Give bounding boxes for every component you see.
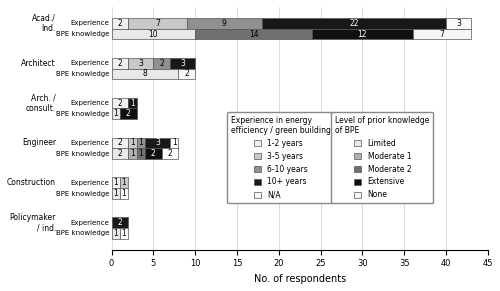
- Bar: [112, 228, 120, 239]
- Text: Experience: Experience: [70, 180, 109, 186]
- Bar: [178, 69, 195, 79]
- Bar: [195, 29, 312, 40]
- Text: 2: 2: [118, 19, 122, 28]
- Text: 2: 2: [168, 149, 172, 158]
- Text: 2: 2: [118, 218, 122, 227]
- Bar: [120, 109, 136, 119]
- Text: 1: 1: [122, 229, 126, 238]
- Text: 2: 2: [184, 70, 189, 79]
- Bar: [145, 138, 170, 148]
- Bar: [112, 58, 128, 69]
- Bar: [120, 188, 128, 199]
- Text: 1: 1: [130, 149, 135, 158]
- Text: BPE knowledge: BPE knowledge: [56, 151, 109, 157]
- Text: Experience: Experience: [70, 140, 109, 146]
- Text: 3: 3: [180, 59, 185, 68]
- Bar: [128, 98, 136, 109]
- Bar: [112, 69, 178, 79]
- Text: 9: 9: [222, 19, 227, 28]
- Bar: [112, 29, 195, 40]
- Bar: [112, 98, 128, 109]
- Text: 12: 12: [358, 30, 367, 39]
- Text: 10: 10: [148, 30, 158, 39]
- Text: 1: 1: [114, 189, 118, 198]
- Bar: [262, 18, 446, 29]
- Text: 1: 1: [122, 178, 126, 187]
- Bar: [170, 138, 178, 148]
- Bar: [170, 58, 195, 69]
- Bar: [145, 148, 162, 159]
- Text: 7: 7: [155, 19, 160, 28]
- Text: BPE knowledge: BPE knowledge: [56, 230, 109, 236]
- Text: 1: 1: [138, 149, 143, 158]
- Text: Experience: Experience: [70, 220, 109, 226]
- Bar: [112, 138, 128, 148]
- Bar: [312, 29, 412, 40]
- Bar: [128, 138, 136, 148]
- Text: BPE knowledge: BPE knowledge: [56, 31, 109, 37]
- Text: Experience: Experience: [70, 60, 109, 66]
- Text: BPE knowledge: BPE knowledge: [56, 71, 109, 77]
- Bar: [187, 18, 262, 29]
- Text: 1: 1: [172, 139, 176, 148]
- Text: 7: 7: [440, 30, 444, 39]
- Text: 1: 1: [130, 99, 135, 108]
- Bar: [136, 138, 145, 148]
- Text: 1: 1: [114, 229, 118, 238]
- Text: 8: 8: [142, 70, 148, 79]
- Text: 14: 14: [249, 30, 258, 39]
- Text: 1: 1: [138, 139, 143, 148]
- Bar: [120, 178, 128, 188]
- Bar: [154, 58, 170, 69]
- Text: 2: 2: [118, 139, 122, 148]
- Text: BPE knowledge: BPE knowledge: [56, 191, 109, 196]
- Text: Experience: Experience: [70, 100, 109, 106]
- Bar: [112, 217, 128, 228]
- Bar: [112, 148, 128, 159]
- Bar: [136, 148, 145, 159]
- Text: 1: 1: [114, 178, 118, 187]
- X-axis label: No. of respondents: No. of respondents: [254, 274, 346, 284]
- Bar: [128, 58, 154, 69]
- Bar: [162, 148, 178, 159]
- Text: 1: 1: [122, 189, 126, 198]
- Text: 3: 3: [155, 139, 160, 148]
- Bar: [120, 228, 128, 239]
- Bar: [128, 18, 187, 29]
- Text: 2: 2: [118, 59, 122, 68]
- Legend: Limited, Moderate 1, Moderate 2, Extensive, None: Limited, Moderate 1, Moderate 2, Extensi…: [332, 112, 434, 203]
- Text: 2: 2: [126, 109, 130, 118]
- Text: 2: 2: [160, 59, 164, 68]
- Text: 1: 1: [114, 109, 118, 118]
- Text: Experience: Experience: [70, 20, 109, 26]
- Text: 2: 2: [118, 149, 122, 158]
- Text: BPE knowledge: BPE knowledge: [56, 111, 109, 117]
- Text: 1: 1: [130, 139, 135, 148]
- Text: 3: 3: [456, 19, 461, 28]
- Bar: [112, 188, 120, 199]
- Text: 3: 3: [138, 59, 143, 68]
- Bar: [112, 18, 128, 29]
- Bar: [412, 29, 471, 40]
- Bar: [446, 18, 471, 29]
- Bar: [112, 109, 120, 119]
- Text: 22: 22: [350, 19, 359, 28]
- Text: 2: 2: [151, 149, 156, 158]
- Text: 2: 2: [118, 99, 122, 108]
- Bar: [112, 178, 120, 188]
- Bar: [128, 148, 136, 159]
